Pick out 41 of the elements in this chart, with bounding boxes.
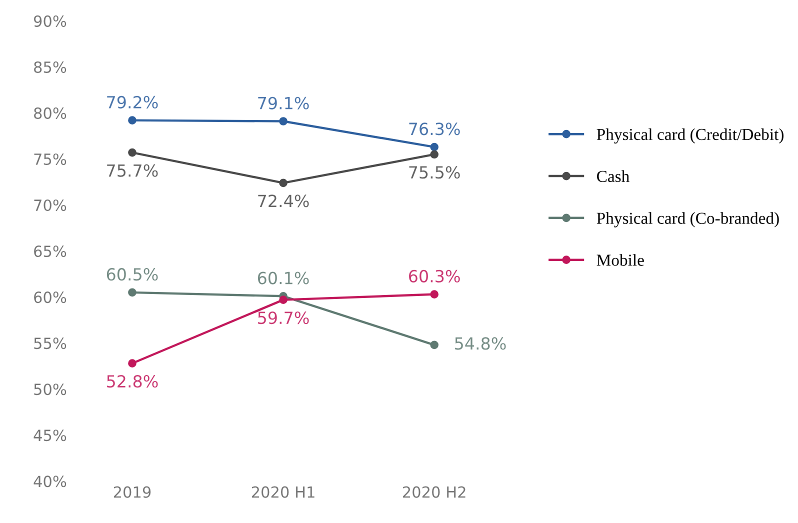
y-tick-label: 90% — [34, 15, 66, 27]
y-tick-label: 40% — [34, 476, 66, 488]
point — [430, 290, 439, 298]
data-label: 79.1% — [258, 96, 309, 110]
data-label: 52.8% — [107, 375, 158, 388]
data-label: 75.5% — [409, 166, 460, 179]
y-tick-label: 55% — [34, 338, 66, 350]
data-label: 60.5% — [106, 268, 158, 281]
y-tick-label: 85% — [34, 61, 66, 73]
data-label: 59.7% — [258, 312, 309, 324]
legend-label: Physical card (Co-branded) — [596, 212, 779, 228]
data-label: 79.2% — [107, 96, 158, 108]
x-tick-label: 2019 — [114, 486, 151, 498]
point — [279, 178, 288, 188]
y-tick-label: 80% — [34, 107, 66, 119]
data-label: 60.1% — [258, 272, 309, 284]
y-tick-label: 75% — [34, 153, 66, 166]
y-tick-label: 65% — [34, 246, 66, 258]
legend-label: Mobile — [596, 254, 644, 266]
data-label: 75.7% — [107, 164, 158, 177]
data-label: 60.3% — [409, 270, 460, 282]
legend-label: Physical card (Credit/Debit) — [596, 128, 784, 144]
point — [128, 288, 136, 297]
y-tick-label: 45% — [34, 430, 66, 442]
point — [279, 296, 288, 304]
y-tick-label: 50% — [34, 384, 66, 396]
data-label: 72.4% — [258, 194, 309, 208]
x-tick-label: 2020 H2 — [402, 486, 466, 498]
y-tick-label: 60% — [34, 292, 66, 304]
point — [128, 116, 136, 124]
point — [128, 359, 136, 368]
point — [279, 117, 288, 126]
point — [430, 150, 439, 159]
legend-label: Cash — [597, 170, 630, 182]
point — [430, 340, 439, 350]
point — [430, 142, 439, 152]
data-label: 76.3% — [409, 122, 460, 136]
x-tick-label: 2020 H1 — [252, 486, 314, 498]
y-tick-label: 70% — [34, 199, 66, 212]
data-label: 54.8% — [455, 337, 506, 350]
point — [128, 148, 136, 157]
